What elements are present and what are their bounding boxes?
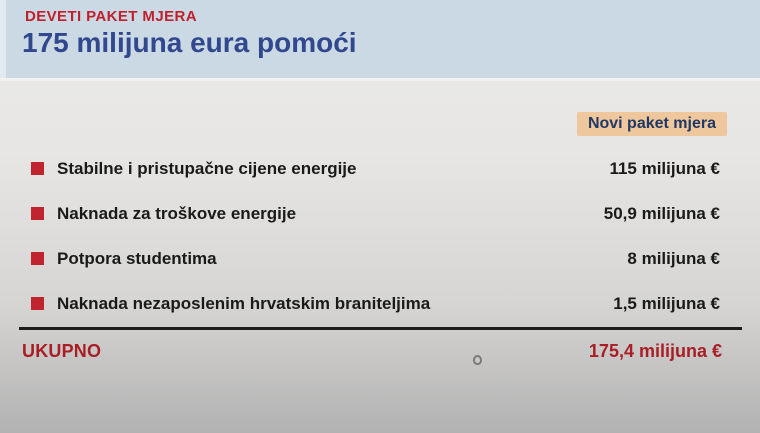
total-row: UKUPNO 175,4 milijuna € bbox=[22, 338, 722, 364]
table-row: Naknada za troškove energije 50,9 miliju… bbox=[31, 191, 720, 236]
table-row: Potpora studentima 8 milijuna € bbox=[31, 236, 720, 281]
row-value: 115 milijuna € bbox=[609, 158, 720, 178]
total-separator-line bbox=[19, 327, 742, 330]
row-label: Naknada za troškove energije bbox=[57, 203, 297, 223]
row-value: 8 milijuna € bbox=[627, 248, 720, 268]
header-divider bbox=[0, 78, 760, 81]
column-header-badge: Novi paket mjera bbox=[576, 112, 727, 136]
row-label: Potpora studentima bbox=[57, 248, 217, 268]
red-square-bullet-icon bbox=[31, 207, 44, 220]
header-left-edge bbox=[0, 0, 6, 78]
slide-kicker: DEVETI PAKET MJERA bbox=[25, 8, 197, 25]
header-band: DEVETI PAKET MJERA 175 milijuna eura pom… bbox=[0, 0, 760, 78]
table-row: Naknada nezaposlenim hrvatskim branitelj… bbox=[31, 281, 720, 326]
measures-table: Stabilne i pristupačne cijene energije 1… bbox=[31, 146, 720, 326]
table-row: Stabilne i pristupačne cijene energije 1… bbox=[31, 146, 720, 191]
slide-title: 175 milijuna eura pomoći bbox=[22, 27, 357, 58]
total-label: UKUPNO bbox=[22, 340, 102, 361]
row-value: 50,9 milijuna € bbox=[603, 203, 720, 223]
red-square-bullet-icon bbox=[31, 162, 44, 175]
row-label: Naknada nezaposlenim hrvatskim branitelj… bbox=[57, 293, 431, 313]
hand-cursor-icon bbox=[473, 355, 482, 365]
row-value: 1,5 milijuna € bbox=[613, 293, 720, 313]
red-square-bullet-icon bbox=[31, 297, 44, 310]
red-square-bullet-icon bbox=[31, 252, 44, 265]
total-value: 175,4 milijuna € bbox=[588, 340, 722, 361]
row-label: Stabilne i pristupačne cijene energije bbox=[57, 158, 357, 178]
